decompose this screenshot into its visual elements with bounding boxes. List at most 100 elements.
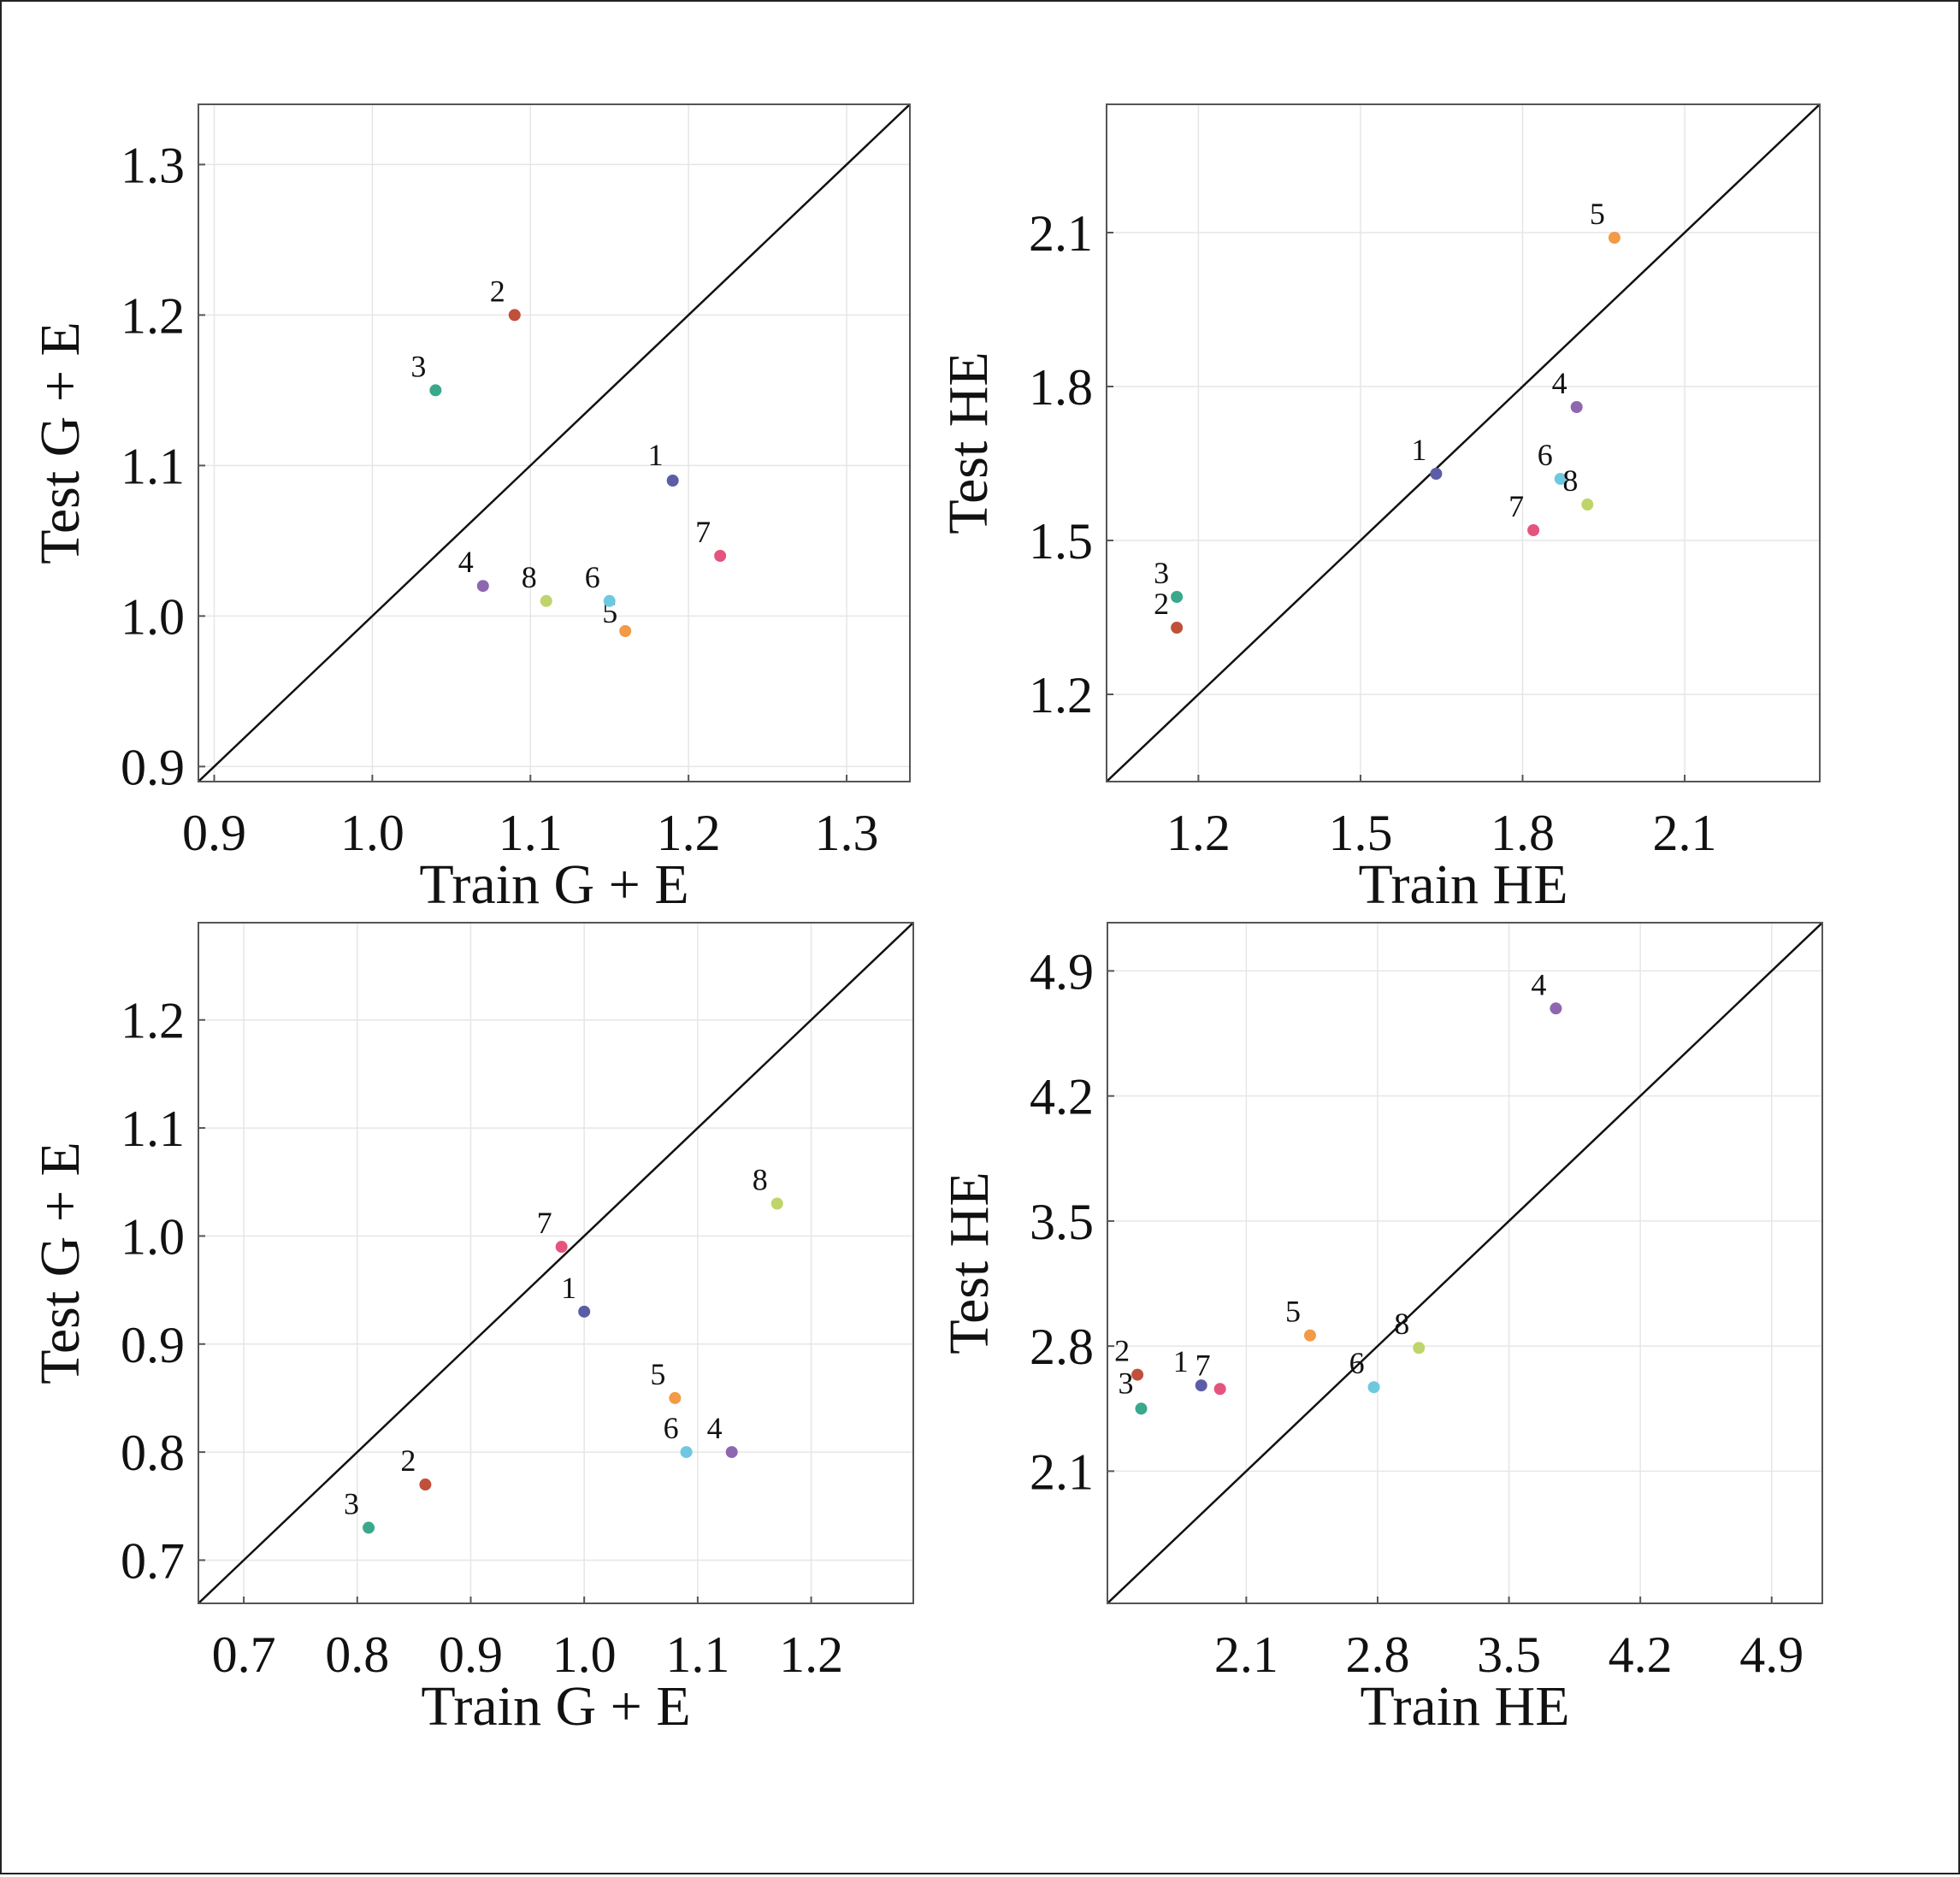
y-tick-label: 2.1	[1029, 205, 1093, 262]
x-tick-label: 0.7	[212, 1626, 276, 1683]
data-point-6	[603, 594, 616, 607]
data-point-4	[1570, 401, 1583, 413]
x-tick-label: 1.5	[1328, 805, 1392, 861]
data-point-2	[1131, 1368, 1144, 1381]
y-tick-label: 1.1	[121, 438, 185, 494]
data-point-label-5: 5	[650, 1357, 665, 1391]
y-tick-label: 0.9	[121, 739, 185, 795]
x-tick-label: 1.1	[665, 1626, 729, 1683]
y-tick-label: 1.5	[1029, 513, 1093, 570]
data-point-label-1: 1	[1411, 433, 1426, 467]
x-tick-label: 1.8	[1491, 805, 1555, 861]
plot-frame	[198, 103, 911, 782]
y-tick-label: 1.2	[121, 287, 185, 344]
x-tick-label: 4.2	[1609, 1626, 1673, 1683]
x-tick-label: 1.1	[499, 805, 563, 861]
y-tick-label: 0.8	[121, 1425, 185, 1481]
data-point-1	[1430, 468, 1443, 480]
y-tick-label: 1.2	[1029, 667, 1093, 723]
x-axis-label: Train HE	[1360, 1675, 1569, 1738]
data-point-2	[508, 309, 521, 322]
x-tick-label: 4.9	[1739, 1626, 1804, 1683]
data-point-5	[1303, 1329, 1316, 1342]
data-point-3	[1135, 1402, 1148, 1415]
data-point-2	[419, 1479, 432, 1491]
x-axis-label: Train G + E	[419, 853, 688, 916]
x-tick-label: 0.9	[439, 1626, 503, 1683]
identity-line	[198, 104, 910, 782]
panel-3: 0.7 0.8 0.9 1.0 1.1 1.2 0.7 0.8 0.9 1.0 1.1 1.2 1 2 3 4…	[29, 922, 914, 1738]
x-tick-label: 1.0	[552, 1626, 617, 1683]
data-point-4	[725, 1446, 738, 1459]
x-tick-label: 1.0	[340, 805, 404, 861]
data-point-7	[1213, 1383, 1226, 1396]
y-axis-label: Test G + E	[29, 322, 92, 564]
y-axis-label: Test G + E	[29, 1142, 92, 1384]
data-point-3	[1171, 591, 1184, 603]
data-point-label-4: 4	[1531, 967, 1546, 1001]
data-point-label-7: 7	[1195, 1348, 1211, 1382]
plot-frame	[198, 922, 914, 1604]
x-tick-label: 2.1	[1653, 805, 1717, 861]
data-point-label-7: 7	[537, 1206, 552, 1240]
data-point-1	[1195, 1379, 1207, 1392]
data-point-label-2: 2	[490, 274, 505, 308]
data-point-label-1: 1	[1173, 1344, 1189, 1378]
x-tick-label: 3.5	[1477, 1626, 1541, 1683]
x-tick-label: 2.1	[1214, 1626, 1278, 1683]
data-point-1	[578, 1305, 591, 1318]
data-point-7	[1527, 524, 1540, 536]
y-axis-label: Test HE	[937, 351, 1000, 534]
x-axis-label: Train HE	[1358, 853, 1567, 916]
y-tick-label: 2.8	[1030, 1319, 1094, 1375]
plot-frame	[1107, 922, 1823, 1604]
identity-line	[1107, 104, 1820, 782]
data-point-8	[770, 1197, 783, 1210]
data-point-label-2: 2	[400, 1443, 416, 1478]
panel-1: 0.9 1.0 1.1 1.2 1.30.91.01.11.21.312345678Tr…	[29, 103, 911, 916]
data-point-label-2: 2	[1114, 1334, 1130, 1368]
x-tick-label: 1.2	[779, 1626, 843, 1683]
data-point-5	[619, 625, 632, 637]
data-point-label-7: 7	[695, 515, 711, 549]
identity-line	[1107, 923, 1822, 1603]
data-point-2	[1171, 622, 1184, 634]
data-point-5	[1608, 232, 1621, 244]
x-tick-label: 0.8	[325, 1626, 389, 1683]
y-tick-label: 1.0	[121, 1208, 185, 1265]
data-point-label-6: 6	[1349, 1346, 1365, 1380]
y-tick-label: 3.5	[1030, 1194, 1094, 1250]
data-point-1	[666, 475, 679, 487]
data-point-6	[680, 1446, 693, 1459]
data-point-label-4: 4	[1552, 366, 1567, 400]
data-point-7	[555, 1241, 568, 1254]
data-point-label-8: 8	[1394, 1307, 1409, 1341]
data-point-label-8: 8	[753, 1163, 768, 1197]
y-axis-label: Test HE	[938, 1172, 1001, 1355]
data-point-label-6: 6	[585, 560, 600, 594]
data-point-4	[476, 580, 489, 593]
data-point-3	[429, 384, 442, 397]
x-tick-label: 0.9	[182, 805, 246, 861]
data-point-8	[1581, 499, 1594, 511]
data-point-label-5: 5	[1285, 1295, 1301, 1329]
x-axis-label: Train G + E	[421, 1675, 690, 1738]
data-point-label-1: 1	[561, 1271, 576, 1305]
data-point-8	[1413, 1342, 1426, 1355]
y-tick-label: 1.3	[121, 137, 185, 193]
y-tick-label: 0.7	[121, 1532, 185, 1589]
x-tick-label: 2.8	[1345, 1626, 1409, 1683]
data-point-label-1: 1	[648, 438, 664, 472]
data-point-label-3: 3	[344, 1487, 359, 1521]
data-point-label-7: 7	[1508, 489, 1524, 523]
data-point-label-3: 3	[1118, 1366, 1133, 1400]
plot-frame	[1106, 103, 1821, 782]
data-point-label-6: 6	[1538, 438, 1553, 472]
data-point-label-8: 8	[1562, 463, 1578, 498]
data-point-4	[1550, 1002, 1562, 1015]
data-point-label-4: 4	[458, 545, 474, 579]
y-tick-label: 4.2	[1030, 1069, 1094, 1125]
data-point-label-5: 5	[1590, 197, 1605, 231]
